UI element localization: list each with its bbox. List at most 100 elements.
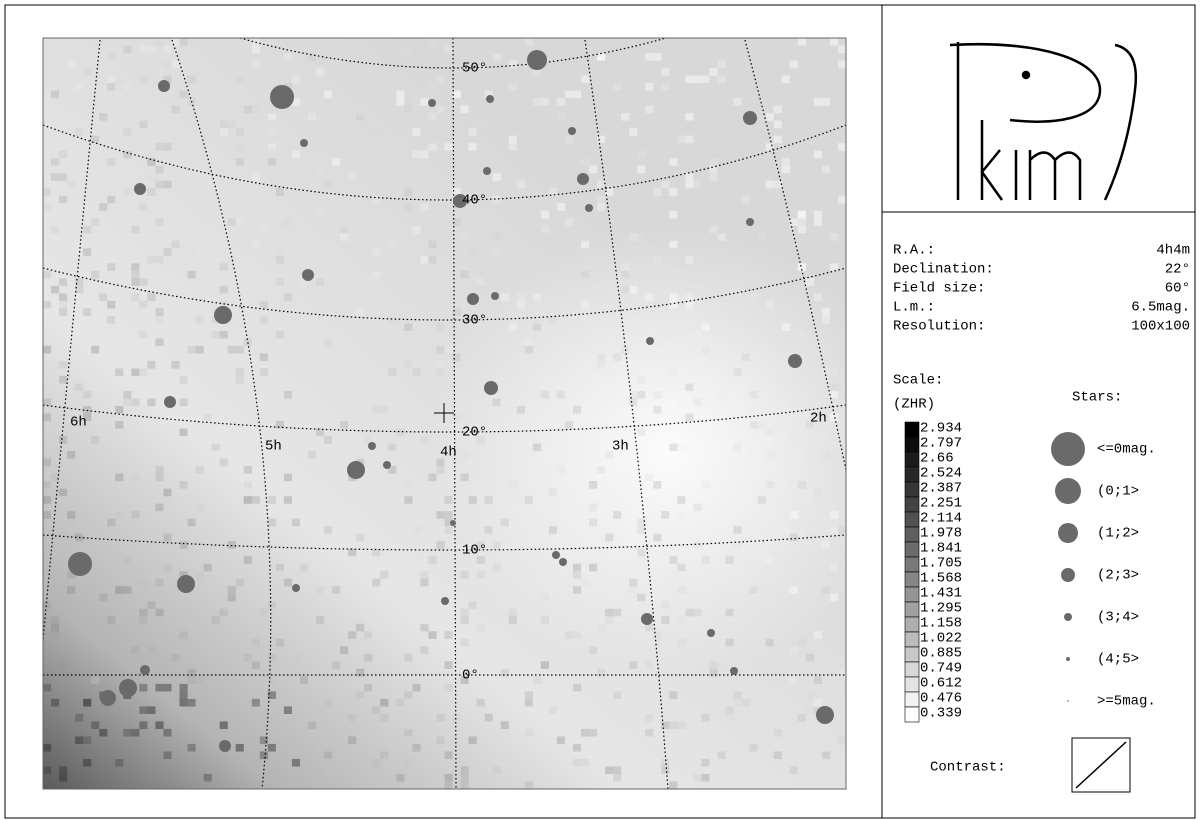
scale-swatch: [904, 661, 920, 678]
pixel: [155, 218, 164, 226]
pixel: [171, 653, 180, 662]
pixel: [420, 255, 429, 264]
pixel: [597, 623, 606, 632]
pixel: [155, 308, 164, 316]
pixel: [380, 698, 389, 707]
pixel: [693, 75, 702, 84]
pixel: [107, 75, 116, 84]
pixel: [179, 398, 188, 407]
pixel: [404, 105, 413, 114]
pixel: [436, 75, 445, 84]
pixel: [669, 571, 678, 579]
pixel: [725, 706, 734, 714]
pixel: [589, 518, 598, 527]
sky-map[interactable]: 50° 40° 30° 20° 10° 0° 6h 5h 4h 3h 2h: [43, 38, 846, 789]
pixel: [115, 368, 124, 377]
pixel: [781, 323, 790, 331]
pixel: [837, 736, 846, 745]
pixel: [67, 180, 76, 189]
pixel: [436, 105, 445, 114]
pixel: [669, 188, 678, 196]
scale-swatch: [904, 706, 920, 723]
pixel: [701, 345, 710, 354]
scale-label: 1.841: [920, 541, 962, 557]
pixel: [460, 781, 469, 789]
pixel: [637, 556, 646, 564]
pixel: [131, 263, 140, 271]
pixel: [43, 345, 52, 354]
pixel: [589, 563, 598, 572]
pixel: [653, 405, 662, 414]
pixel: [701, 713, 710, 722]
pixel: [43, 683, 52, 692]
pixel: [283, 390, 292, 399]
pixel: [645, 728, 654, 737]
pixel: [829, 263, 839, 271]
pixel: [821, 751, 831, 760]
pixel: [123, 83, 132, 91]
pixel: [781, 165, 790, 174]
pixel: [307, 113, 317, 121]
scale-label: 1.978: [920, 526, 962, 542]
pixel: [524, 781, 533, 789]
pixel: [613, 691, 622, 699]
pixel: [733, 263, 742, 271]
pixel: [685, 608, 694, 617]
pixel: [597, 668, 606, 677]
grid-line: [171, 39, 272, 789]
pixel: [837, 60, 846, 69]
pixel: [420, 203, 429, 211]
pixel: [187, 345, 196, 354]
pixel: [540, 210, 549, 219]
pixel: [235, 578, 244, 587]
pixel: [147, 706, 156, 714]
scale-swatch: [904, 631, 920, 648]
pixel: [131, 368, 140, 377]
pixel: [259, 368, 268, 377]
pixel: [163, 60, 172, 69]
scale-label: 1.158: [920, 616, 962, 632]
pixel: [396, 98, 405, 106]
scale-swatch: [904, 646, 920, 663]
ra-label: 4h: [440, 445, 457, 461]
pixel: [155, 578, 164, 587]
pixel: [789, 586, 798, 594]
pixel: [219, 300, 228, 309]
pixel: [251, 496, 260, 504]
pixel: [797, 713, 806, 722]
pixel: [356, 623, 365, 632]
star-label: (4;5>: [1097, 652, 1139, 668]
pixel: [59, 773, 68, 782]
pixel: [267, 496, 276, 504]
pixel: [275, 421, 284, 429]
pixel: [821, 315, 831, 324]
pixel: [645, 53, 654, 61]
info-value: 60°: [1165, 281, 1190, 297]
pixel: [139, 75, 148, 84]
contrast-label: Contrast:: [930, 760, 1006, 776]
pixel: [59, 278, 68, 286]
pixel: [556, 466, 566, 474]
pixel: [139, 278, 148, 286]
pixel: [829, 593, 839, 602]
pixel: [195, 345, 204, 354]
pixel: [717, 661, 726, 669]
pixel: [548, 315, 557, 324]
pixel: [605, 766, 614, 775]
pixel: [83, 248, 92, 256]
info-value: 4h4m: [1156, 243, 1190, 259]
pixel: [717, 638, 726, 647]
pixel: [597, 203, 606, 211]
pixel: [444, 526, 453, 534]
logo: [949, 42, 1138, 201]
pixel: [275, 248, 284, 256]
pixel: [717, 75, 726, 84]
pixel: [243, 496, 252, 504]
pixel: [251, 638, 260, 647]
pixel: [733, 443, 742, 452]
pixel: [460, 608, 469, 617]
pixel: [829, 38, 839, 46]
scale-label: 0.612: [920, 676, 962, 692]
pixel: [605, 368, 614, 377]
pixel: [709, 68, 718, 76]
